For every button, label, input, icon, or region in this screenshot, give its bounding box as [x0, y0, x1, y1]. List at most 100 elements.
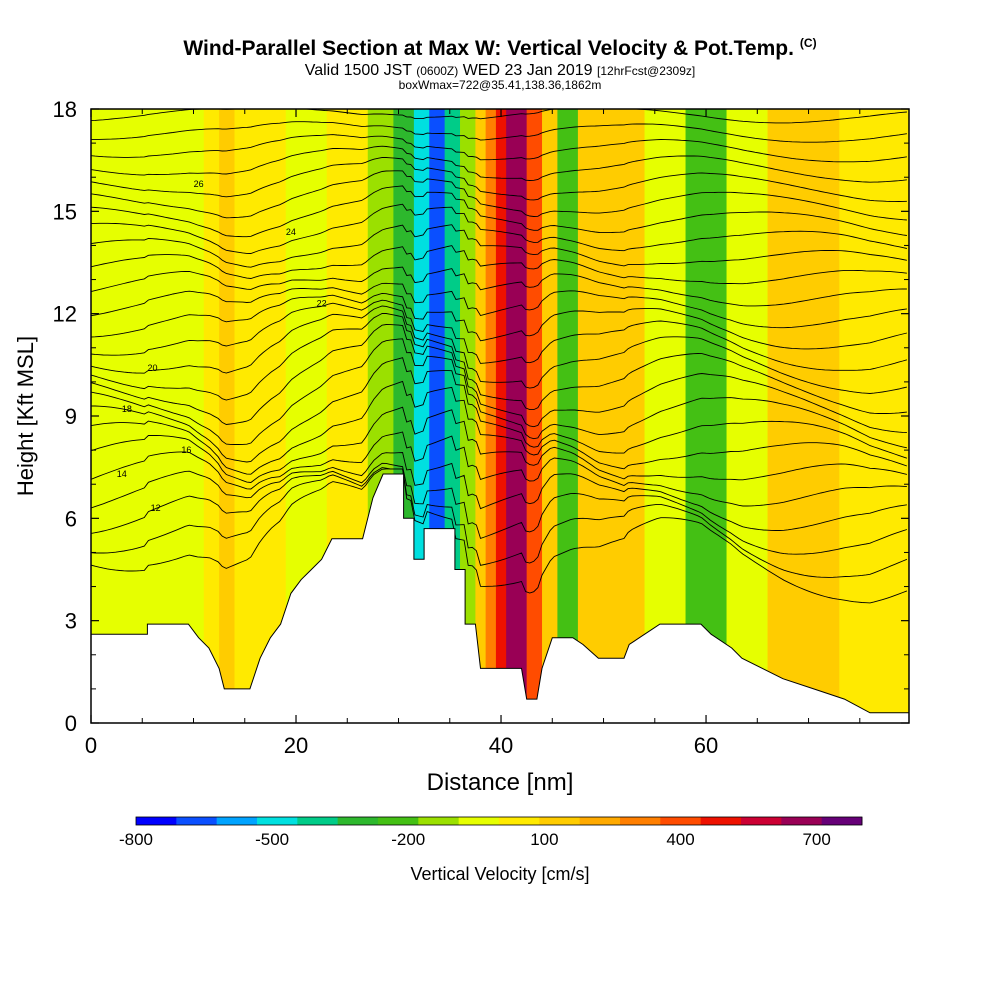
colorbar-tick-label: -800 — [119, 830, 153, 849]
theta-line — [91, 185, 907, 238]
colorbar-tick-label: 400 — [666, 830, 694, 849]
theta-line — [91, 91, 907, 104]
theta-line — [91, 462, 908, 555]
y-axis-label: Height [Kft MSL] — [13, 336, 38, 496]
colorbar-tick-label: -500 — [255, 830, 289, 849]
box-info: boxWmax=722@35.41,138.36,1862m — [398, 78, 602, 92]
x-tick-label: 0 — [85, 733, 97, 758]
colorbar-swatch — [781, 817, 823, 825]
theta-label: 26 — [194, 179, 204, 189]
theta-line — [91, 305, 907, 394]
theta-line — [91, 170, 907, 221]
x-tick-label: 40 — [489, 733, 513, 758]
colorbar-swatch — [458, 817, 500, 825]
y-tick-label: 0 — [65, 711, 77, 736]
theta-line — [91, 266, 907, 307]
colorbar-swatch — [741, 817, 782, 825]
colorbar-swatch — [499, 817, 540, 825]
velocity-band — [495, 109, 507, 723]
colorbar-swatch — [257, 817, 298, 825]
theta-line — [91, 224, 907, 268]
colorbar-swatch — [620, 817, 661, 825]
theta-line — [91, 452, 907, 531]
chart-title: Wind-Parallel Section at Max W: Vertical… — [0, 36, 1000, 61]
y-tick-label: 18 — [53, 97, 77, 122]
copyright-mark: (C) — [799, 36, 817, 50]
colorbar-swatch — [136, 817, 177, 825]
colorbar-tick-label: 700 — [802, 830, 830, 849]
x-tick-label: 60 — [694, 733, 718, 758]
colorbar-tick-label: -200 — [391, 830, 425, 849]
velocity-band — [526, 109, 543, 723]
forecast-info: [12hrFcst@2309z] — [597, 64, 696, 78]
velocity-band — [557, 109, 579, 723]
y-tick-label: 9 — [65, 404, 77, 429]
velocity-band — [603, 109, 646, 723]
y-tick-label: 6 — [65, 506, 77, 531]
theta-label: 12 — [151, 503, 161, 513]
theta-line — [91, 282, 907, 329]
x-axis-label: Distance [nm] — [427, 769, 574, 796]
theta-line — [91, 406, 908, 483]
theta-line — [91, 468, 908, 604]
valid-date: WED 23 Jan 2019 — [462, 62, 593, 79]
colorbar-swatch — [660, 817, 702, 825]
theta-line — [91, 203, 907, 254]
velocity-band — [726, 109, 769, 723]
theta-label: 22 — [317, 298, 327, 308]
colorbar-swatch — [216, 817, 258, 825]
theta-line — [91, 145, 907, 183]
theta-line — [91, 245, 907, 285]
valid-prefix: Valid 1500 JST — [304, 62, 412, 79]
theta-line — [91, 338, 907, 449]
valid-utc: (0600Z) — [416, 64, 459, 78]
theta-line — [91, 431, 907, 507]
theta-line — [91, 380, 908, 475]
axes: 0 20 40 60 0 3 6 9 12 15 18 — [53, 97, 909, 758]
theta-label: 24 — [286, 227, 296, 237]
colorbar: -800 -500 -200 100 400 700 — [119, 816, 863, 849]
velocity-band — [203, 109, 220, 723]
terrain — [91, 473, 909, 723]
velocity-band — [475, 109, 487, 723]
theta-label: 14 — [117, 469, 127, 479]
theta-line — [91, 357, 908, 463]
velocity-band — [685, 109, 728, 723]
theta-line — [91, 121, 907, 143]
velocity-band — [219, 109, 236, 723]
theta-label: 16 — [181, 445, 191, 455]
valid-time-line: Valid 1500 JST (0600Z) WED 23 Jan 2019 [… — [0, 62, 1000, 80]
velocity-band — [767, 109, 840, 723]
colorbar-swatch — [337, 817, 379, 825]
velocity-band — [234, 109, 256, 723]
colorbar-swatch — [821, 817, 863, 825]
terrain-mask — [91, 473, 909, 723]
theta-label: 20 — [147, 363, 157, 373]
y-tick-label: 12 — [53, 302, 77, 327]
x-tick-label: 20 — [284, 733, 308, 758]
colorbar-swatch — [297, 817, 339, 825]
y-tick-label: 15 — [53, 199, 77, 224]
colorbar-swatch — [378, 817, 419, 825]
velocity-band — [485, 109, 497, 723]
velocity-band — [542, 109, 559, 723]
theta-line — [91, 157, 907, 202]
colorbar-swatch — [176, 817, 218, 825]
colorbar-swatch — [418, 817, 460, 825]
title-main: Wind-Parallel Section at Max W: Vertical… — [183, 37, 794, 60]
y-tick-label: 3 — [65, 609, 77, 634]
theta-contours: 12 14 16 18 20 22 24 26 — [91, 91, 908, 604]
colorbar-label: Vertical Velocity [cm/s] — [410, 864, 589, 884]
theta-line — [91, 299, 908, 371]
colorbar-swatch — [579, 817, 621, 825]
colorbar-swatch — [700, 817, 742, 825]
theta-line — [91, 467, 908, 578]
theta-line — [91, 324, 907, 434]
velocity-band — [506, 109, 528, 723]
colorbar-tick-label: 100 — [530, 830, 558, 849]
theta-line — [91, 134, 907, 163]
velocity-band — [577, 109, 605, 723]
theta-line — [91, 313, 907, 414]
theta-line — [91, 292, 908, 350]
